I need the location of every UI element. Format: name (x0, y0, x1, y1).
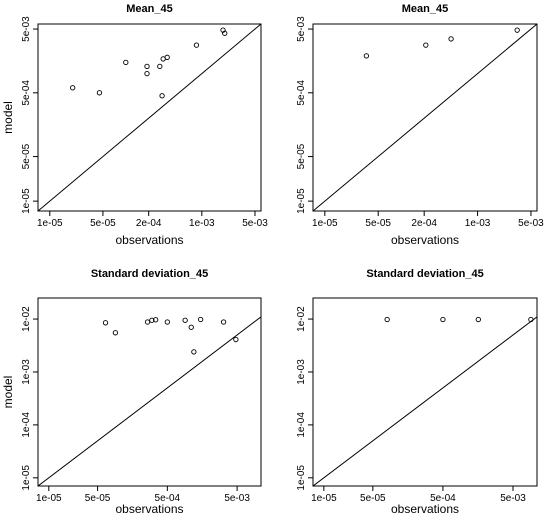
x-tick-label: 1e-03 (465, 218, 491, 229)
x-tick-label: 2e-04 (411, 218, 437, 229)
x-tick-label: 5e-05 (90, 218, 116, 229)
x-axis-label: observations (391, 233, 459, 247)
y-tick-label: 1e-03 (21, 359, 32, 385)
x-tick-label: 1e-05 (37, 218, 63, 229)
plot-frame (37, 23, 262, 212)
data-point (384, 316, 390, 323)
data-point (220, 319, 227, 325)
x-tick-label: 1e-05 (311, 493, 337, 504)
data-point (144, 319, 151, 325)
data-point (188, 324, 194, 330)
y-tick-label: 1e-05 (21, 465, 32, 491)
chart-title: Mean_45 (402, 3, 448, 15)
y-tick-label: 5e-03 (296, 16, 307, 42)
x-tick-label: 5e-05 (85, 493, 111, 504)
x-tick-label: 5e-03 (242, 218, 268, 229)
x-axis-label: observations (391, 502, 459, 516)
y-tick-label: 1e-02 (21, 306, 32, 332)
plot-frame (37, 297, 262, 487)
data-point (233, 336, 239, 343)
y-tick-label: 1e-05 (21, 188, 32, 214)
data-point (197, 316, 204, 323)
x-tick-label: 5e-03 (518, 218, 544, 229)
x-tick-label: 1e-05 (312, 218, 338, 229)
x-tick-label: 1e-05 (36, 493, 62, 504)
y-tick-label: 1e-02 (296, 306, 307, 332)
data-point (102, 320, 109, 326)
chart-title: Mean_45 (126, 3, 172, 15)
x-tick-label: 5e-05 (365, 218, 391, 229)
data-point (149, 317, 155, 323)
data-point (528, 316, 534, 323)
data-point (164, 54, 170, 60)
x-tick-label: 5e-04 (430, 493, 456, 504)
data-point (475, 316, 481, 323)
data-point (514, 27, 520, 33)
y-axis-label: model (1, 101, 15, 134)
chart-panel-3: Standard deviation_45 observations model 1e… (1, 268, 262, 516)
data-point (144, 63, 150, 69)
data-point (159, 93, 165, 99)
chart-title: Standard deviation_45 (366, 268, 483, 280)
y-tick-label: 1e-05 (296, 188, 307, 214)
y-tick-label: 5e-05 (296, 143, 307, 169)
data-point (123, 59, 129, 66)
identity-line (38, 316, 261, 486)
y-axis-label: model (1, 376, 15, 409)
chart-panel-2: Mean_45 observations 1e-05 5e-05 2e-04 1e-03 5… (296, 3, 544, 247)
identity-line (313, 24, 537, 211)
data-point (222, 30, 228, 36)
data-point (182, 317, 188, 323)
y-tick-label: 1e-03 (296, 359, 307, 385)
y-tick-label: 5e-04 (21, 80, 32, 106)
data-point (112, 330, 119, 336)
data-point (96, 90, 103, 96)
y-tick-label: 1e-04 (296, 412, 307, 438)
chart-title: Standard deviation_45 (91, 268, 208, 280)
data-point (423, 42, 429, 48)
data-point (193, 42, 200, 48)
x-tick-label: 1e-03 (189, 218, 215, 229)
plot-frame (312, 297, 538, 487)
plot-frame (312, 23, 538, 212)
x-tick-label: 5e-03 (224, 493, 250, 504)
data-point (363, 53, 370, 59)
y-tick-label: 5e-03 (21, 16, 32, 42)
identity-line (313, 316, 537, 486)
chart-panel-1: Mean_45 observations model 1e-05 5e-05 2e-04 1… (1, 3, 268, 247)
x-tick-label: 2e-04 (136, 218, 162, 229)
y-tick-label: 1e-05 (296, 465, 307, 491)
y-tick-label: 1e-04 (21, 412, 32, 438)
data-point (144, 70, 150, 77)
data-point (70, 85, 76, 91)
x-tick-label: 5e-05 (360, 493, 386, 504)
x-axis-label: observations (115, 233, 183, 247)
chart-panel-4: Standard deviation_45 observations 1e-05 5e… (296, 268, 538, 516)
data-point (157, 63, 163, 69)
x-tick-label: 5e-03 (500, 493, 526, 504)
data-point (164, 319, 170, 325)
x-tick-label: 5e-04 (155, 493, 181, 504)
data-point (191, 349, 197, 355)
identity-line (38, 24, 261, 211)
data-point (153, 317, 159, 323)
x-axis-label: observations (115, 502, 183, 516)
y-tick-label: 5e-04 (296, 80, 307, 106)
data-point (440, 316, 446, 323)
y-tick-label: 5e-05 (21, 143, 32, 169)
data-point (448, 36, 454, 42)
